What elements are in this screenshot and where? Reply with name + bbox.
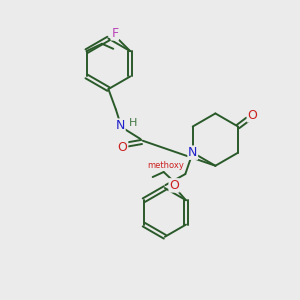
Text: F: F xyxy=(111,27,118,40)
Text: O: O xyxy=(118,140,128,154)
Text: O: O xyxy=(169,179,179,192)
Text: O: O xyxy=(248,109,257,122)
Text: methoxy: methoxy xyxy=(147,161,184,170)
Text: N: N xyxy=(188,146,197,159)
Text: N: N xyxy=(116,119,125,132)
Text: H: H xyxy=(129,118,137,128)
